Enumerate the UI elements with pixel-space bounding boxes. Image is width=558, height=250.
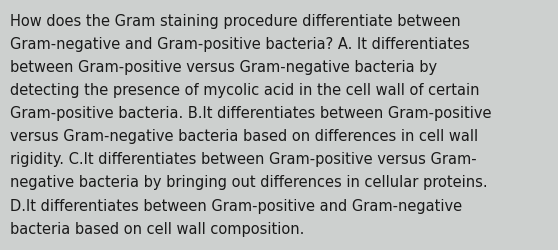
Text: How does the Gram staining procedure differentiate between: How does the Gram staining procedure dif…	[10, 14, 461, 29]
Text: versus Gram-negative bacteria based on differences in cell wall: versus Gram-negative bacteria based on d…	[10, 129, 478, 144]
Text: between Gram-positive versus Gram-negative bacteria by: between Gram-positive versus Gram-negati…	[10, 60, 437, 75]
Text: bacteria based on cell wall composition.: bacteria based on cell wall composition.	[10, 221, 305, 236]
Text: Gram-negative and Gram-positive bacteria? A. It differentiates: Gram-negative and Gram-positive bacteria…	[10, 37, 470, 52]
Text: negative bacteria by bringing out differences in cellular proteins.: negative bacteria by bringing out differ…	[10, 175, 488, 190]
Text: detecting the presence of mycolic acid in the cell wall of certain: detecting the presence of mycolic acid i…	[10, 83, 479, 98]
Text: rigidity. C.It differentiates between Gram-positive versus Gram-: rigidity. C.It differentiates between Gr…	[10, 152, 477, 167]
Text: Gram-positive bacteria. B.It differentiates between Gram-positive: Gram-positive bacteria. B.It differentia…	[10, 106, 492, 121]
Text: D.It differentiates between Gram-positive and Gram-negative: D.It differentiates between Gram-positiv…	[10, 198, 462, 213]
